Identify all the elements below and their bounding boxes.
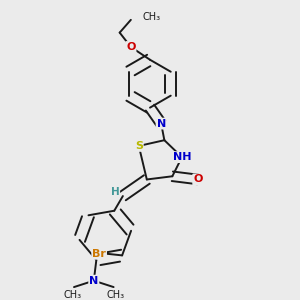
Text: H: H [110,187,119,197]
Text: NH: NH [173,152,191,162]
Text: CH₃: CH₃ [106,290,124,300]
Text: Br: Br [92,249,106,259]
Text: CH₃: CH₃ [63,290,82,300]
Text: N: N [89,276,98,286]
Text: O: O [193,175,203,184]
Text: S: S [135,141,143,151]
Text: CH₃: CH₃ [142,12,160,22]
Text: O: O [126,42,136,52]
Text: N: N [157,118,166,129]
